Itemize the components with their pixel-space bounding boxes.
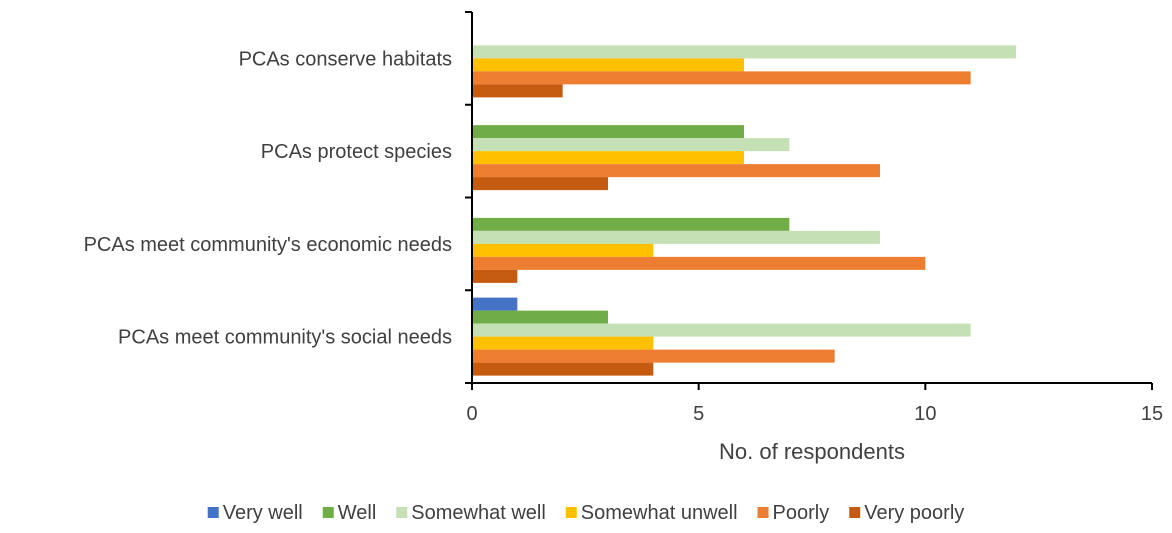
bar-poorly <box>472 71 971 85</box>
axes-group <box>465 11 1153 390</box>
bar-well <box>472 125 744 139</box>
bar-poorly <box>472 256 926 270</box>
legend-label: Somewhat unwell <box>581 502 738 524</box>
bar-well <box>472 310 608 324</box>
x-tick-label: 15 <box>1141 403 1163 425</box>
category-label: PCAs meet community's economic needs <box>84 234 452 256</box>
legend-swatch <box>396 507 408 518</box>
bar-poorly <box>472 164 880 178</box>
bar-well <box>472 217 790 231</box>
bar-very-well <box>472 297 518 311</box>
legend-item: Very well <box>207 502 303 524</box>
legend-label: Somewhat well <box>411 502 546 524</box>
bar-somewhat-unwell <box>472 336 654 350</box>
category-labels: PCAs conserve habitats PCAs protect speci… <box>84 48 452 348</box>
legend-item: Somewhat unwell <box>565 502 738 524</box>
legend-swatch <box>757 507 769 518</box>
x-tick-label: 5 <box>693 403 704 425</box>
legend-swatch <box>849 507 861 518</box>
bar-somewhat-well <box>472 230 880 244</box>
legend-swatch <box>322 507 334 518</box>
legend-label: Poorly <box>773 502 830 524</box>
bar-somewhat-unwell <box>472 151 744 165</box>
x-tick-label: 0 <box>466 403 477 425</box>
bar-very-poorly <box>472 177 608 191</box>
legend-swatch <box>207 507 219 518</box>
bar-somewhat-well <box>472 45 1016 59</box>
legend-label: Very well <box>223 502 303 524</box>
legend-item: Poorly <box>757 502 830 524</box>
x-tick-labels: 0 5 10 15 <box>466 403 1163 425</box>
bar-very-poorly <box>472 84 563 98</box>
bar-somewhat-unwell <box>472 58 744 72</box>
bar-very-poorly <box>472 269 518 283</box>
bar-poorly <box>472 349 835 363</box>
legend-label: Well <box>338 502 377 524</box>
legend: Very well Well Somewhat well Somewhat unwel… <box>207 502 964 524</box>
legend-item: Well <box>322 502 377 524</box>
legend-swatch <box>565 507 577 518</box>
category-label: PCAs conserve habitats <box>239 48 452 70</box>
legend-item: Somewhat well <box>396 502 546 524</box>
legend-item: Very poorly <box>849 502 964 524</box>
bar-somewhat-well <box>472 323 971 337</box>
bars-group <box>472 45 1016 376</box>
x-tick-label: 10 <box>914 403 936 425</box>
bar-somewhat-well <box>472 138 790 152</box>
bar-very-poorly <box>472 362 654 376</box>
bar-somewhat-unwell <box>472 243 654 257</box>
category-label: PCAs meet community's social needs <box>118 327 452 349</box>
legend-label: Very poorly <box>864 502 964 524</box>
x-axis-title: No. of respondents <box>719 439 905 464</box>
category-label: PCAs protect species <box>261 141 452 163</box>
